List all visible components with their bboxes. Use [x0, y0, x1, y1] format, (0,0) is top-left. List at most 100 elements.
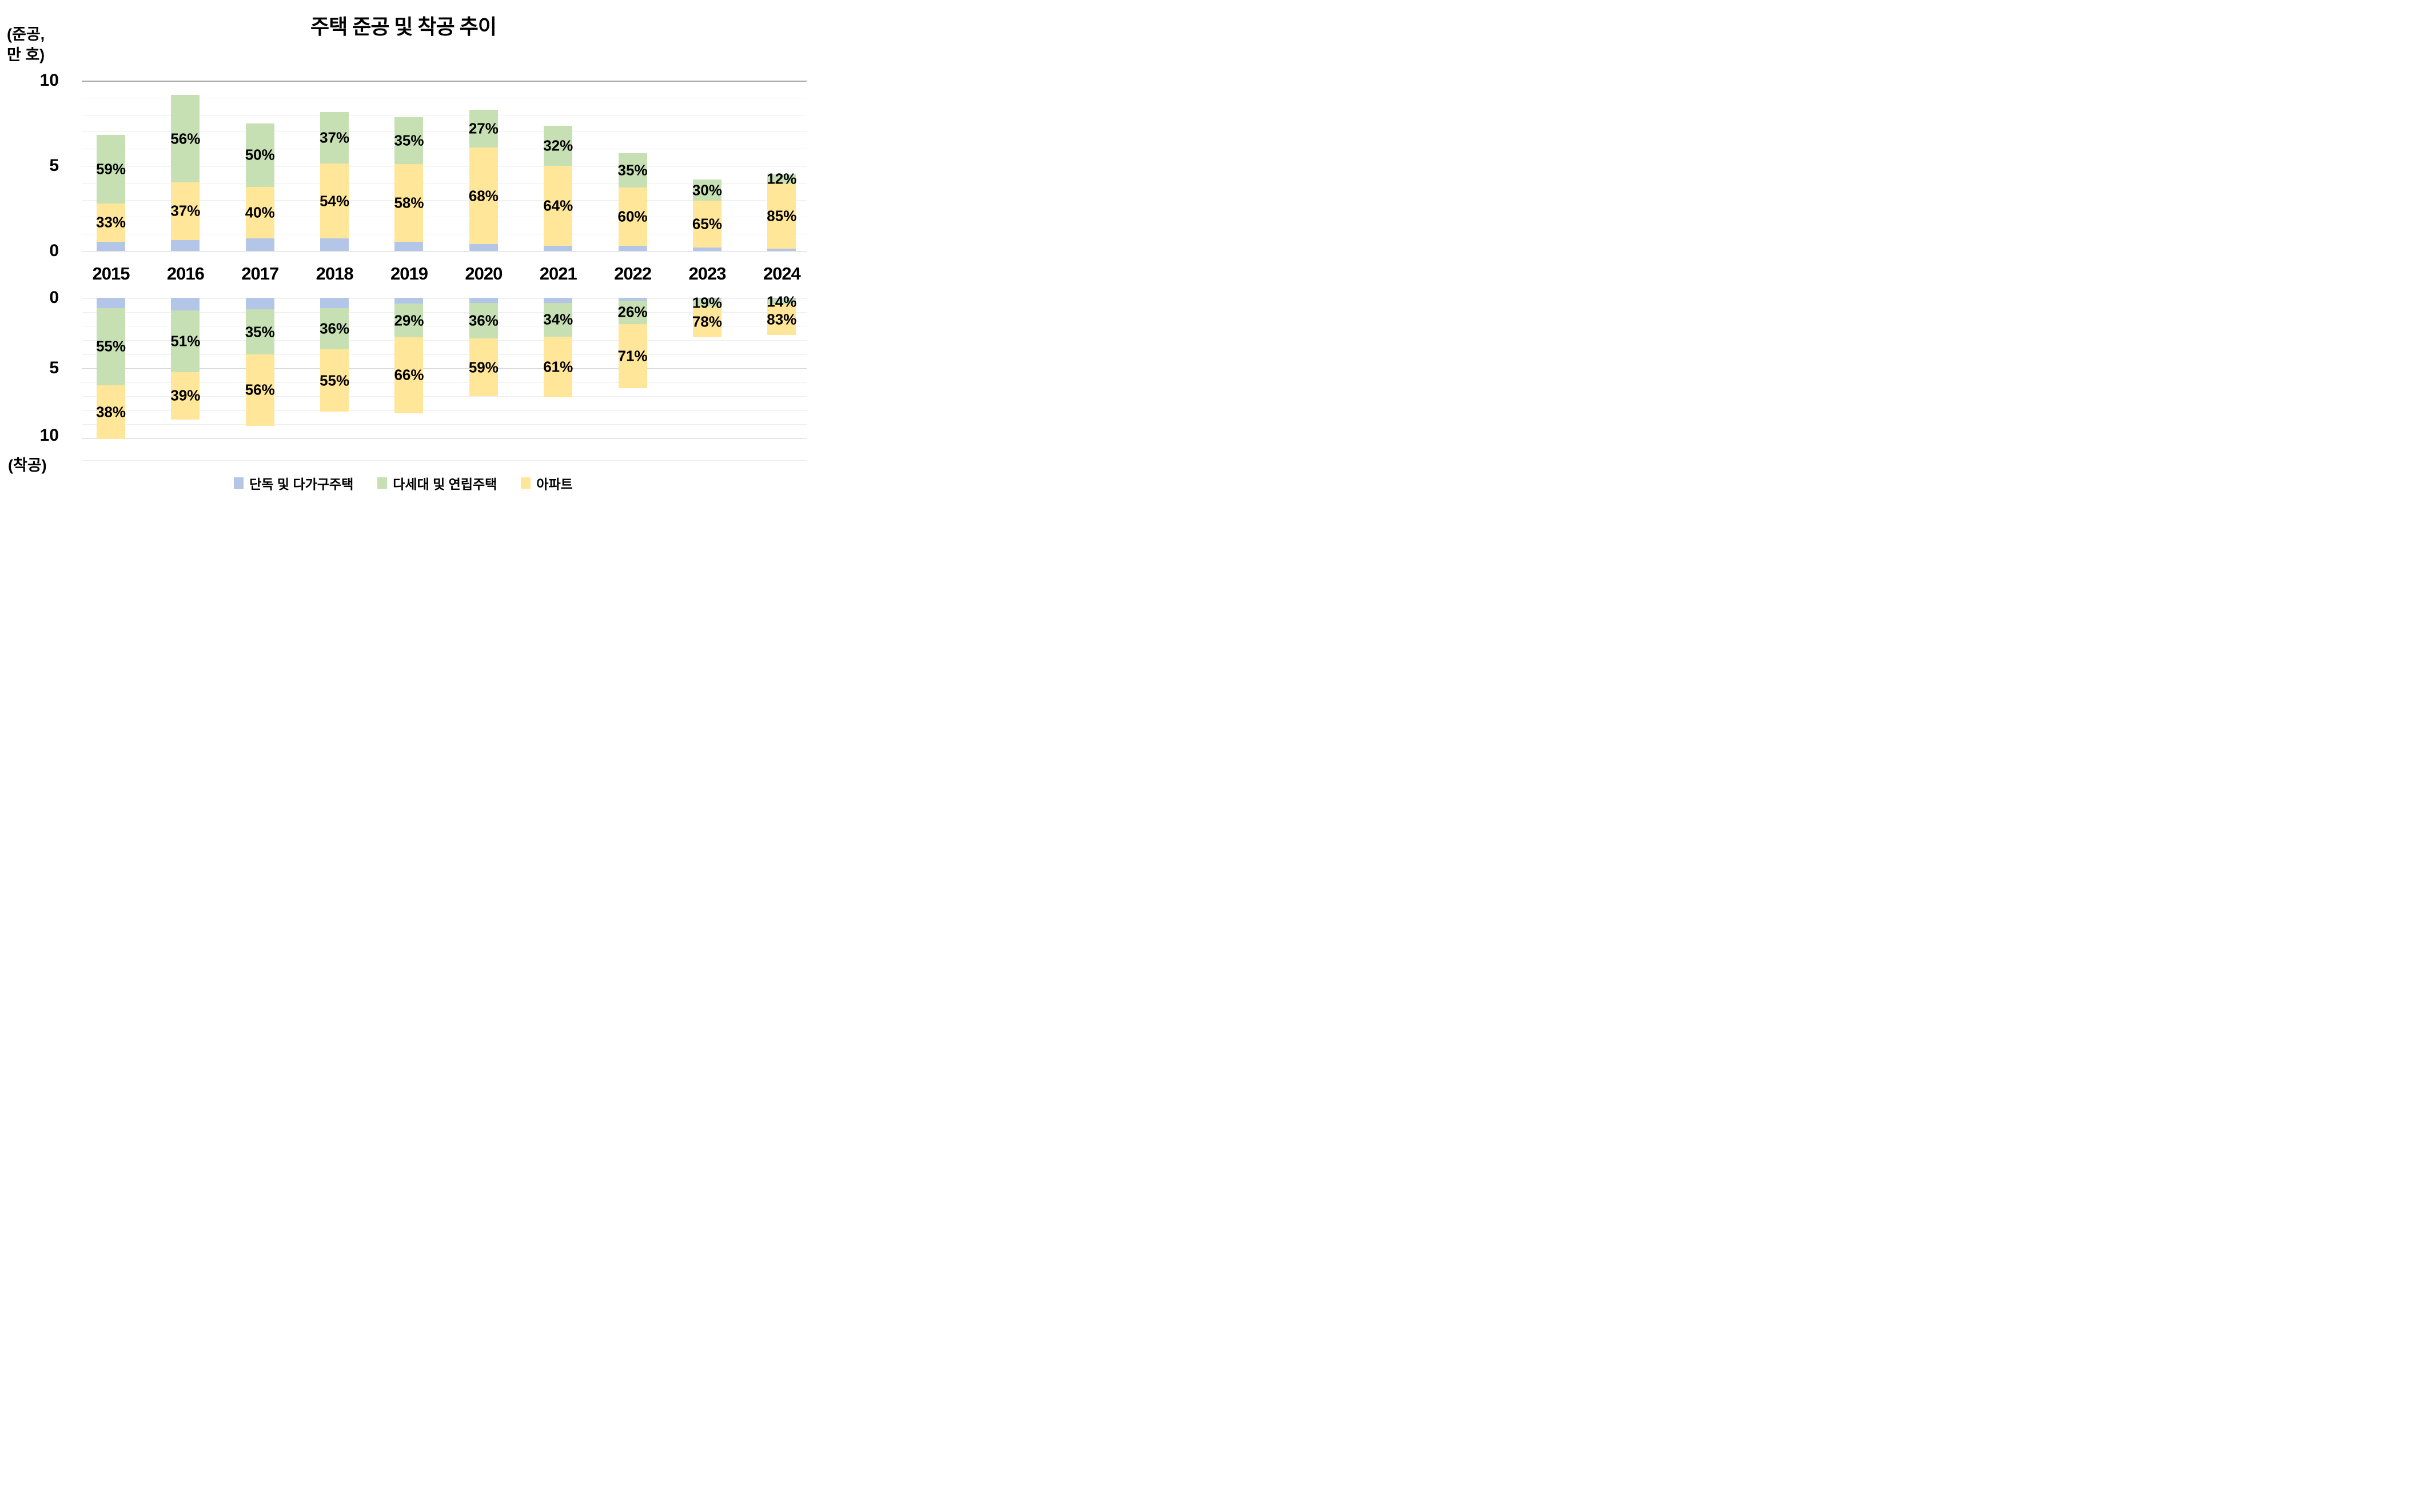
year-label-2023: 2023: [688, 264, 726, 284]
bar-starts-2023-green: [692, 299, 721, 307]
bar-starts-2015-yellow: [97, 385, 125, 440]
percent-label-starts-2022-yellow: 71%: [617, 347, 648, 365]
percent-label-completions-2021-yellow: 64%: [543, 197, 573, 214]
percent-label-completions-2019-green: 35%: [394, 131, 424, 149]
bar-starts-2017-blue: [245, 298, 274, 310]
percent-label-starts-2015-green: 55%: [95, 337, 126, 355]
percent-label-starts-2021-yellow: 61%: [543, 358, 573, 376]
bar-completions-2015-yellow: [97, 203, 125, 242]
bar-completions-2018-blue: [320, 238, 349, 251]
percent-label-starts-2020-green: 36%: [468, 312, 499, 329]
gridline-top-10: [82, 81, 807, 82]
gridline-bottom-4: [82, 354, 807, 355]
bar-starts-2018-blue: [320, 298, 349, 309]
bar-starts-2021-yellow: [544, 336, 573, 397]
legend-item-yellow: 아파트: [521, 473, 573, 493]
year-label-2021: 2021: [539, 264, 577, 284]
bar-completions-2016-green: [171, 95, 200, 183]
bar-completions-2022-yellow: [618, 187, 647, 246]
percent-label-starts-2024-green: 14%: [767, 293, 797, 310]
bar-starts-2022-yellow: [618, 324, 647, 388]
bar-starts-2021-green: [544, 302, 573, 337]
axis-tick-top-5: 5: [49, 156, 59, 175]
bar-starts-2020-green: [469, 302, 498, 338]
percent-label-starts-2018-yellow: 55%: [320, 372, 350, 389]
bar-completions-2018-yellow: [320, 163, 349, 239]
percent-label-completions-2022-green: 35%: [617, 161, 648, 179]
bar-starts-2015-green: [97, 308, 125, 386]
bar-starts-2023-yellow: [692, 306, 721, 338]
bar-starts-2019-blue: [394, 298, 424, 304]
year-label-2022: 2022: [614, 264, 652, 284]
bar-completions-2015-green: [97, 135, 125, 204]
bar-starts-2022-blue: [618, 298, 647, 301]
bar-completions-2022-green: [618, 153, 647, 187]
year-label-2017: 2017: [241, 264, 279, 284]
percent-label-completions-2015-green: 59%: [95, 160, 126, 178]
percent-label-completions-2020-green: 27%: [468, 119, 499, 137]
percent-label-starts-2023-green: 19%: [692, 294, 722, 312]
bar-completions-2023-blue: [692, 247, 721, 251]
percent-label-completions-2016-green: 56%: [170, 130, 201, 147]
percent-label-completions-2015-yellow: 33%: [95, 213, 126, 231]
legend-item-blue: 단독 및 다가구주택: [234, 473, 353, 493]
bar-starts-2018-green: [320, 308, 349, 349]
percent-label-starts-2016-green: 51%: [170, 332, 201, 350]
bar-starts-2016-green: [171, 310, 200, 372]
gridline-bottom-8: [82, 410, 807, 411]
axis-tick-bottom-0: 0: [49, 288, 59, 308]
bar-completions-2017-blue: [245, 238, 274, 251]
axis-tick-top-10: 10: [39, 71, 59, 90]
bar-completions-2021-yellow: [544, 166, 573, 246]
bar-starts-2021-blue: [544, 298, 573, 303]
percent-label-starts-2022-green: 26%: [617, 303, 648, 321]
percent-label-completions-2024-yellow: 85%: [767, 207, 797, 225]
year-label-2019: 2019: [390, 264, 428, 284]
gridline-bottom-7: [82, 396, 807, 397]
percent-label-starts-2020-yellow: 59%: [468, 358, 499, 376]
bar-completions-2024-blue: [767, 248, 796, 251]
bar-completions-2019-blue: [394, 241, 424, 251]
gridline-bottom-6: [82, 382, 807, 383]
bar-completions-2016-yellow: [171, 182, 200, 240]
percent-label-starts-2017-green: 35%: [245, 323, 275, 341]
bar-starts-2019-green: [394, 304, 424, 337]
bar-completions-2020-blue: [469, 244, 498, 251]
percent-label-completions-2023-green: 30%: [692, 181, 722, 199]
top-axis-unit-line1: (준공,: [7, 26, 45, 43]
bottom-axis-label: (착공): [8, 457, 47, 474]
bar-completions-2021-green: [544, 125, 573, 166]
percent-label-completions-2024-green: 12%: [767, 170, 797, 187]
percent-label-starts-2017-yellow: 56%: [245, 381, 275, 398]
axis-tick-bottom-5: 5: [49, 358, 59, 378]
bar-starts-2016-yellow: [171, 372, 200, 420]
bar-starts-2017-yellow: [245, 354, 274, 426]
bar-completions-2019-yellow: [394, 163, 424, 242]
bar-starts-2024-green: [767, 299, 796, 305]
legend-label-yellow: 아파트: [536, 477, 573, 492]
year-label-2015: 2015: [92, 264, 130, 284]
bar-completions-2020-yellow: [469, 147, 498, 244]
percent-label-starts-2021-green: 34%: [543, 310, 573, 328]
bar-starts-2023-blue: [692, 298, 721, 300]
gridline-bottom-5: [82, 368, 807, 369]
bar-starts-2017-green: [245, 309, 274, 354]
chart-title: 주택 준공 및 착공 추이: [310, 15, 497, 38]
bar-completions-2016-blue: [171, 240, 200, 251]
legend-swatch-yellow: [521, 477, 531, 489]
percent-label-starts-2016-yellow: 39%: [170, 386, 201, 404]
year-label-2016: 2016: [166, 264, 205, 284]
gridline-bottom-1: [82, 312, 807, 313]
gridline-top-0: [82, 251, 807, 252]
percent-label-starts-2019-yellow: 66%: [394, 366, 424, 384]
top-axis-unit-line2: 만 호): [7, 46, 45, 63]
chart-canvas: 주택 준공 및 착공 추이 (준공, 만 호) 10 5 0 0 5 10 33% 59% 37…: [0, 0, 807, 504]
bar-starts-2024-yellow: [767, 304, 796, 336]
percent-label-completions-2020-yellow: 68%: [468, 187, 499, 205]
year-label-2018: 2018: [316, 264, 354, 284]
gridline-top-7: [82, 131, 807, 133]
bar-completions-2024-green: [767, 174, 796, 183]
bar-completions-2019-green: [394, 117, 424, 164]
gridline-bottom-10: [82, 438, 807, 439]
percent-label-completions-2018-green: 37%: [320, 129, 350, 146]
